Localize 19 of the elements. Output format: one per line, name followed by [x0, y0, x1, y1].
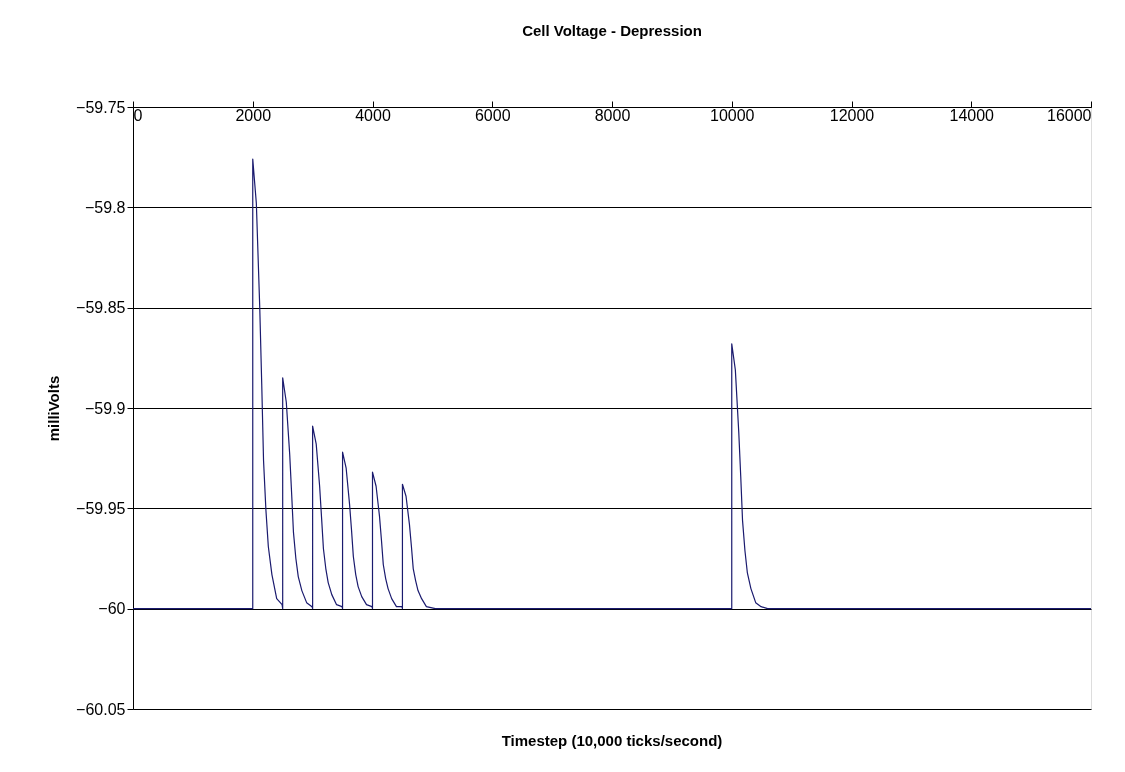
x-tick-label: 0 [133, 106, 143, 124]
y-axis-title: milliVolts [45, 375, 63, 442]
y-tick-label: −59.75 [76, 98, 126, 116]
chart-title: Cell Voltage - Depression [522, 22, 702, 39]
y-tick-label: −59.85 [76, 299, 126, 317]
x-tick-label: 14000 [949, 106, 995, 124]
y-tick-label: −59.8 [85, 198, 126, 216]
x-tick-label: 10000 [710, 106, 755, 124]
y-tick-label: −59.95 [76, 499, 126, 517]
x-tick-label: 6000 [474, 106, 511, 124]
x-tick-label: 4000 [355, 106, 391, 124]
y-tick-label: −60.05 [76, 700, 126, 718]
x-axis-title: Timestep (10,000 ticks/second) [501, 732, 723, 749]
x-tick-label: 16000 [1047, 106, 1092, 124]
y-tick-label: −60 [98, 600, 126, 618]
x-tick-label: 2000 [235, 106, 272, 124]
y-tick-label: −59.9 [85, 399, 126, 417]
x-tick-label: 8000 [594, 106, 631, 124]
x-tick-label: 12000 [829, 106, 875, 124]
